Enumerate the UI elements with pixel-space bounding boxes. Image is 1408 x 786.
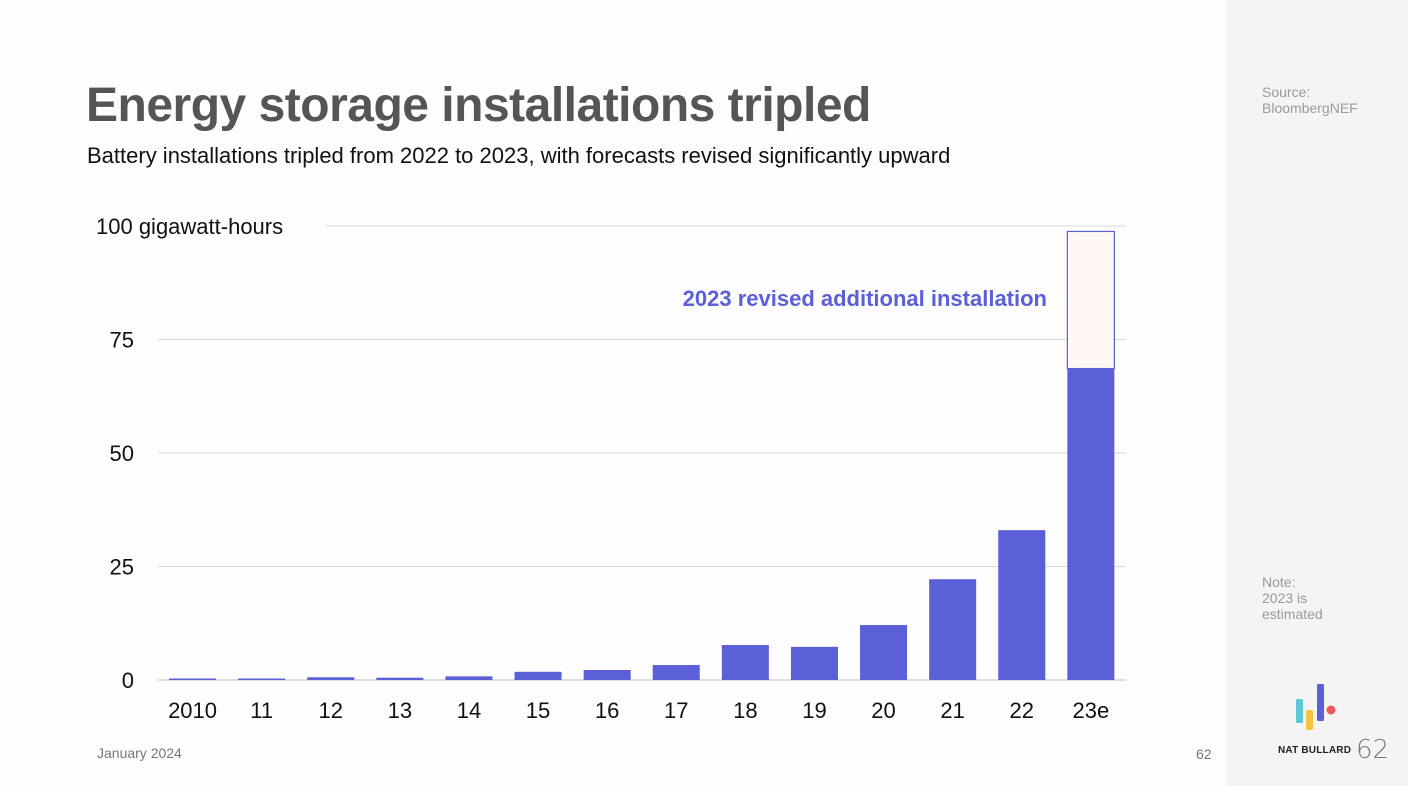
x-tick-label: 11 (250, 698, 273, 723)
bar (238, 678, 286, 680)
logo-bar-yellow (1306, 710, 1313, 730)
source-value: BloombergNEF (1262, 100, 1358, 116)
note-value: 2023 is estimated (1262, 590, 1323, 622)
slide-subtitle: Battery installations tripled from 2022 … (87, 143, 951, 168)
brand-number: 62 (1356, 735, 1390, 765)
y-tick-label: 50 (110, 441, 134, 466)
x-tick-label: 18 (733, 698, 757, 723)
bar (1067, 368, 1115, 680)
bar (998, 530, 1046, 680)
brand-name: NAT BULLARD (1278, 745, 1352, 756)
bar (929, 579, 977, 680)
slide-main-area: Energy storage installations tripled Bat… (86, 79, 1212, 762)
bar (790, 646, 838, 680)
slide-title: Energy storage installations tripled (86, 79, 871, 132)
bar-revised-segment (1066, 230, 1115, 370)
bar (583, 670, 631, 680)
y-tick-label: 25 (110, 555, 134, 580)
logo-dot-red (1326, 705, 1336, 715)
chart-annotation: 2023 revised additional installation (683, 286, 1047, 311)
x-tick-label: 2010 (168, 698, 217, 723)
logo-bar-teal (1296, 699, 1303, 723)
footer-page-number: 62 (1196, 746, 1212, 762)
x-tick-label: 19 (802, 698, 826, 723)
bar (307, 677, 355, 680)
source-note: Source: BloombergNEF (1262, 84, 1358, 116)
x-tick-label: 14 (457, 698, 481, 723)
sidebar: Source: BloombergNEF Note: 2023 is estim… (1226, 0, 1408, 786)
bar (652, 665, 700, 680)
x-tick-label: 12 (319, 698, 343, 723)
bar (860, 625, 908, 680)
source-label: Source: (1262, 84, 1311, 100)
x-tick-label: 15 (526, 698, 550, 723)
bar-chart: 0 25 50 75 100 gigawatt-hours 2010 11 12 13 14 15 1… (96, 214, 1126, 723)
x-tick-label: 23e (1072, 698, 1109, 723)
estimate-note: Note: 2023 is estimated (1262, 574, 1362, 622)
y-tick-label: 0 (122, 668, 134, 693)
bar (376, 677, 424, 680)
brand-logo-icon (1296, 684, 1336, 730)
note-label: Note: (1262, 574, 1296, 590)
bar (514, 671, 562, 680)
footer-date: January 2024 (97, 745, 182, 761)
logo-bar-purple (1317, 684, 1324, 721)
bar (445, 676, 493, 680)
bar (169, 678, 217, 680)
x-tick-label: 13 (388, 698, 412, 723)
x-tick-label: 21 (940, 698, 964, 723)
x-tick-label: 17 (664, 698, 688, 723)
y-tick-label: 100 gigawatt-hours (96, 214, 283, 239)
x-tick-label: 16 (595, 698, 619, 723)
x-tick-label: 22 (1010, 698, 1034, 723)
bar (721, 645, 769, 680)
y-tick-label: 75 (110, 328, 134, 353)
x-tick-label: 20 (871, 698, 895, 723)
